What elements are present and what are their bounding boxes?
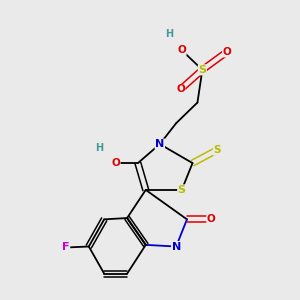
Text: N: N <box>155 139 164 149</box>
Text: H: H <box>166 29 174 39</box>
Text: O: O <box>223 47 231 57</box>
Text: S: S <box>213 145 221 155</box>
Text: O: O <box>207 214 216 224</box>
Text: O: O <box>177 45 186 55</box>
Text: O: O <box>111 158 120 168</box>
Text: S: S <box>198 65 206 75</box>
Text: H: H <box>95 143 103 153</box>
Text: F: F <box>62 242 70 253</box>
Text: N: N <box>172 242 181 251</box>
Text: O: O <box>176 85 185 94</box>
Text: S: S <box>178 185 186 195</box>
